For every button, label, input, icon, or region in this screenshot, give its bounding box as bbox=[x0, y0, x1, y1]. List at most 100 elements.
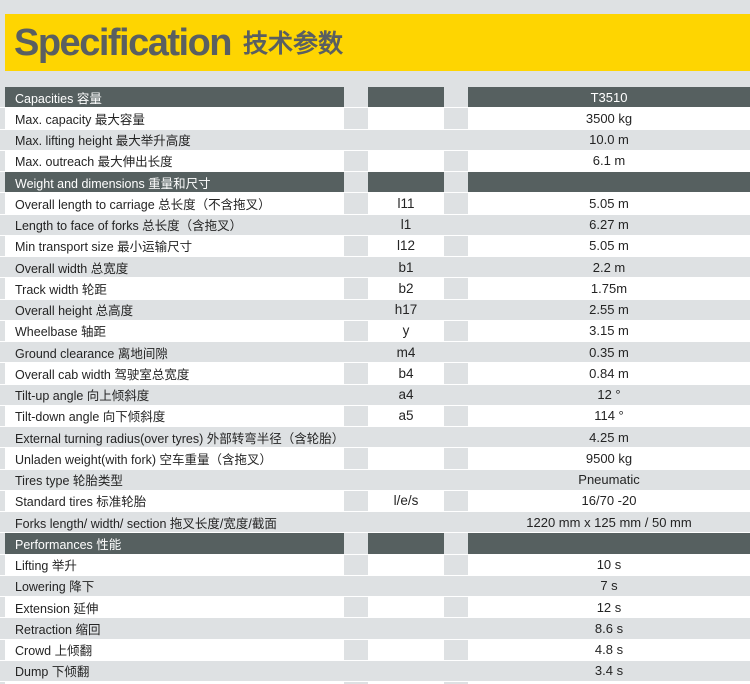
column-gutter bbox=[344, 597, 368, 617]
spec-label-text: Forks length/ width/ section 拖叉长度/宽度/截面 bbox=[15, 516, 277, 531]
spec-symbol bbox=[368, 470, 444, 490]
spec-symbol-text: l1 bbox=[400, 217, 412, 233]
spec-symbol: l/e/s bbox=[368, 490, 444, 511]
spec-value: 16/70 -20 bbox=[468, 490, 750, 511]
spec-label-text: External turning radius(over tyres) 外部转弯… bbox=[15, 431, 345, 446]
spec-symbol-text: m4 bbox=[396, 344, 416, 360]
spec-value-text: 4.25 m bbox=[589, 429, 629, 445]
spec-value: 3.4 s bbox=[468, 661, 750, 681]
section-header-row: Weight and dimensions 重量和尺寸 bbox=[0, 172, 750, 194]
spec-value: 1.75m bbox=[468, 278, 750, 299]
spec-label: Performances 性能 bbox=[5, 533, 344, 554]
spec-value-text: 16/70 -20 bbox=[581, 493, 637, 509]
spec-value: 4.8 s bbox=[468, 639, 750, 660]
spec-row: Max. capacity 最大容量 3500 kg bbox=[0, 108, 750, 130]
spec-label-text: Max. outreach 最大伸出长度 bbox=[15, 155, 173, 170]
spec-row: Max. lifting height 最大举升高度 10.0 m bbox=[0, 130, 750, 151]
spec-table: Capacities 容量 T3510 Max. capacity 最大容量 3500… bbox=[0, 87, 750, 684]
spec-label-text: Unladen weight(with fork) 空车重量（含拖叉） bbox=[15, 452, 273, 467]
spec-label: Crowd 上倾翻 bbox=[5, 639, 344, 660]
spec-symbol bbox=[368, 618, 444, 638]
column-gutter bbox=[444, 640, 468, 660]
spec-value bbox=[468, 172, 750, 193]
spec-label: Unladen weight(with fork) 空车重量（含拖叉） bbox=[5, 448, 344, 469]
spec-label: Overall cab width 驾驶室总宽度 bbox=[5, 363, 344, 384]
spec-row: External turning radius(over tyres) 外部转弯… bbox=[0, 427, 750, 449]
spec-label-text: Tilt-up angle 向上倾斜度 bbox=[15, 389, 150, 404]
spec-value: 8.6 s bbox=[468, 618, 750, 638]
spec-label-text: Lowering 降下 bbox=[15, 580, 95, 595]
spec-row: Min transport size 最小运输尺寸 l12 5.05 m bbox=[0, 235, 750, 257]
spec-label-text: Ground clearance 离地间隙 bbox=[15, 346, 168, 361]
spec-label-text: Overall width 总宽度 bbox=[15, 261, 129, 276]
spec-symbol: b4 bbox=[368, 363, 444, 384]
spec-label: Length to face of forks 总长度（含拖叉） bbox=[5, 215, 344, 235]
spec-value: 0.35 m bbox=[468, 342, 750, 362]
column-gutter bbox=[444, 597, 468, 617]
spec-symbol: a4 bbox=[368, 385, 444, 405]
spec-value-text: 0.35 m bbox=[589, 344, 629, 360]
column-gutter bbox=[444, 193, 468, 213]
spec-label: Ground clearance 离地间隙 bbox=[5, 342, 344, 362]
spec-symbol: l11 bbox=[368, 193, 444, 214]
spec-label bbox=[5, 682, 344, 684]
column-gutter bbox=[344, 470, 368, 490]
column-gutter bbox=[344, 640, 368, 660]
spec-label-text: Max. capacity 最大容量 bbox=[15, 112, 145, 127]
spec-value-text: 3.15 m bbox=[589, 323, 629, 339]
spec-value: 3500 kg bbox=[468, 108, 750, 129]
spec-row: Lifting 举升 10 s bbox=[0, 554, 750, 576]
spec-value-text: 12 ° bbox=[597, 387, 621, 403]
column-gutter bbox=[444, 385, 468, 405]
column-gutter bbox=[444, 576, 468, 596]
column-gutter bbox=[444, 491, 468, 511]
column-gutter bbox=[444, 172, 468, 192]
spec-symbol bbox=[368, 87, 444, 108]
column-gutter bbox=[444, 278, 468, 298]
spec-value-text: 10 s bbox=[596, 557, 622, 573]
spec-label: Wheelbase 轴距 bbox=[5, 320, 344, 341]
column-gutter bbox=[344, 257, 368, 277]
column-gutter bbox=[444, 108, 468, 128]
spec-symbol-text: h17 bbox=[394, 302, 418, 318]
spec-value: 10.0 m bbox=[468, 130, 750, 150]
spec-row: Overall height 总高度 h17 2.55 m bbox=[0, 300, 750, 321]
spec-label: Standard tires 标准轮胎 bbox=[5, 490, 344, 511]
spec-symbol bbox=[368, 554, 444, 575]
column-gutter bbox=[344, 278, 368, 298]
spec-value-text: 5.05 m bbox=[589, 238, 629, 254]
spec-row: Dump 下倾翻 3.4 s bbox=[0, 661, 750, 682]
column-gutter bbox=[444, 236, 468, 256]
spec-label-text: Weight and dimensions 重量和尺寸 bbox=[15, 176, 211, 191]
spec-label-text: Performances 性能 bbox=[15, 537, 122, 552]
spec-value: 114 ° bbox=[468, 405, 750, 426]
spec-label: Max. outreach 最大伸出长度 bbox=[5, 150, 344, 171]
spec-symbol-text: b1 bbox=[398, 259, 414, 275]
spec-label-text: Track width 轮距 bbox=[15, 282, 107, 297]
spec-value-text: 6.1 m bbox=[592, 153, 626, 169]
spec-value-text: T3510 bbox=[590, 89, 628, 105]
spec-row: Standard tires 标准轮胎 l/e/s 16/70 -20 bbox=[0, 490, 750, 512]
spec-symbol: l1 bbox=[368, 215, 444, 235]
spec-value: 2.55 m bbox=[468, 300, 750, 320]
spec-label: Overall length to carriage 总长度（不含拖叉） bbox=[5, 193, 344, 214]
spec-symbol bbox=[368, 448, 444, 469]
spec-value: 5.05 m bbox=[468, 193, 750, 214]
spec-row: Wheelbase 轴距 y 3.15 m bbox=[0, 320, 750, 342]
spec-value: 6.1 m bbox=[468, 150, 750, 171]
column-gutter bbox=[344, 576, 368, 596]
column-gutter bbox=[344, 363, 368, 383]
spec-value-text: 9500 kg bbox=[585, 450, 633, 466]
spec-value: 6.27 m bbox=[468, 215, 750, 235]
spec-label: Overall width 总宽度 bbox=[5, 257, 344, 277]
spec-row: Overall width 总宽度 b1 2.2 m bbox=[0, 257, 750, 279]
column-gutter bbox=[344, 321, 368, 341]
spec-label: Lifting 举升 bbox=[5, 554, 344, 575]
spec-label: Dump 下倾翻 bbox=[5, 661, 344, 681]
spec-label-text: Min transport size 最小运输尺寸 bbox=[15, 240, 193, 255]
spec-symbol bbox=[368, 427, 444, 447]
spec-value-text: 2.55 m bbox=[589, 302, 629, 318]
spec-symbol-text: y bbox=[402, 323, 410, 339]
spec-row: Unladen weight(with fork) 空车重量（含拖叉） 9500 … bbox=[0, 448, 750, 470]
